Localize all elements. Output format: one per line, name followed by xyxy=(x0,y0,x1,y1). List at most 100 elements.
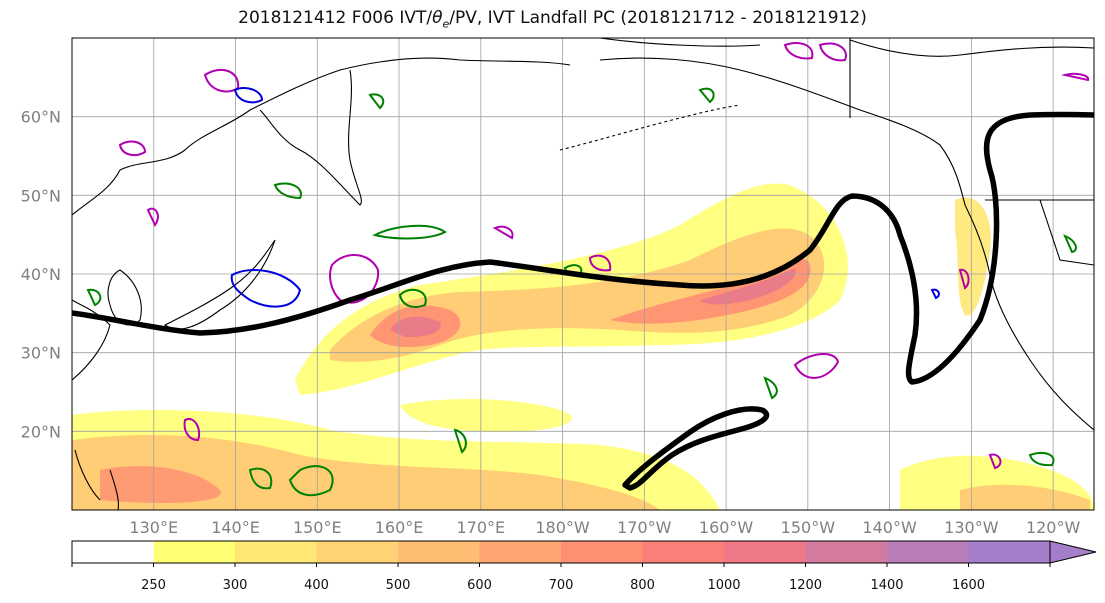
pc-contour-south xyxy=(622,406,770,491)
pv-contour-blue xyxy=(233,87,264,104)
pc-contour-main xyxy=(72,111,1094,385)
theta-e-contour xyxy=(1028,452,1055,467)
colorbar-swatch xyxy=(805,541,888,563)
colorbar-label: 300 xyxy=(223,578,248,593)
colorbar-label: 1600 xyxy=(952,578,985,593)
theta-e-contour xyxy=(763,376,778,400)
colorbar-label: 250 xyxy=(141,578,166,593)
coast-japan xyxy=(163,239,276,330)
lat-label: 40°N xyxy=(21,265,61,284)
lon-label: 130°W xyxy=(944,518,999,537)
theta-e-contour xyxy=(273,182,302,200)
border-canada xyxy=(849,38,1094,266)
theta-e-contour xyxy=(698,87,715,104)
ivt-shading xyxy=(72,183,1094,510)
theta-e-contour xyxy=(288,465,334,497)
lat-label: 50°N xyxy=(21,186,61,205)
colorbar-label: 400 xyxy=(304,578,329,593)
theta-e-contour xyxy=(1063,234,1077,254)
lon-label: 170°E xyxy=(456,518,505,537)
lat-label: 60°N xyxy=(21,108,61,127)
pv-contour-magenta xyxy=(146,207,159,227)
colorbar-swatch xyxy=(479,541,562,563)
ivt-plume-peak xyxy=(390,316,441,338)
pv-contour-magenta xyxy=(958,268,970,290)
pv-contour-magenta xyxy=(118,140,147,157)
map-frame xyxy=(71,37,1095,511)
colorbar: 250 300 400 500 600 700 800 1000 1200 1400 1600 xyxy=(71,540,1097,593)
colorbar-swatch xyxy=(153,541,236,563)
pv-contour-magenta xyxy=(183,418,201,442)
pv-contour-magenta xyxy=(1064,72,1090,82)
lon-label: 130°E xyxy=(129,518,178,537)
figure-title: 2018121412 F006 IVT/θe/PV, IVT Landfall … xyxy=(0,8,1105,30)
colorbar-label: 800 xyxy=(630,578,655,593)
coast-philippines xyxy=(74,449,119,510)
gridlines xyxy=(72,38,1094,510)
coast-north xyxy=(599,38,1094,57)
coast-aleutians xyxy=(559,104,741,151)
colorbar-swatch xyxy=(968,541,1051,563)
coast-alaska xyxy=(599,57,966,206)
colorbar-extend-arrow xyxy=(1049,540,1097,564)
pv-contours xyxy=(118,42,1090,470)
pv-contour-magenta xyxy=(988,453,1002,470)
theta-e-contour xyxy=(398,288,427,308)
ivt-southeast-mid xyxy=(960,484,1090,510)
colorbar-label: 600 xyxy=(467,578,492,593)
title-suffix: /PV, IVT Landfall PC (2018121712 - 20181… xyxy=(449,8,867,28)
colorbar-label: 700 xyxy=(549,578,574,593)
lon-label: 160°E xyxy=(375,518,424,537)
colorbar-swatch xyxy=(316,541,399,563)
lon-label: 150°E xyxy=(293,518,342,537)
coast-kamchatka xyxy=(259,69,362,206)
pv-contour-magenta xyxy=(588,254,612,272)
pv-contour-blue xyxy=(230,269,302,308)
theta-e-contour xyxy=(86,288,102,307)
colorbar-swatch xyxy=(724,541,806,563)
theta-e-contour xyxy=(453,428,467,454)
theta-e-contours xyxy=(86,87,1077,497)
theta-e-contour xyxy=(372,224,447,240)
pv-contour-magenta xyxy=(783,42,814,60)
title-prefix: 2018121412 F006 IVT/ xyxy=(238,8,433,28)
coast-china xyxy=(72,299,111,381)
ivt-south-upper xyxy=(400,398,572,432)
ivt-plume-high-2 xyxy=(610,258,811,324)
lat-label: 30°N xyxy=(21,344,61,363)
lon-label: 180°W xyxy=(535,518,590,537)
lon-label: 150°W xyxy=(781,518,836,537)
colorbar-swatch xyxy=(887,541,969,563)
lon-label: 120°W xyxy=(1026,518,1081,537)
lat-labels: 20°N 30°N 40°N 50°N 60°N xyxy=(21,108,61,442)
pv-contour-magenta xyxy=(818,42,847,62)
colorbar-swatch xyxy=(561,541,643,563)
coast-asia xyxy=(72,57,571,216)
lat-label: 20°N xyxy=(21,422,61,441)
theta-e-contour xyxy=(248,467,273,490)
ivt-south-high xyxy=(100,466,221,503)
colorbar-swatch xyxy=(72,541,154,563)
pv-contour-blue xyxy=(930,288,940,300)
colorbar-swatch xyxy=(235,541,317,563)
theta-e-contour xyxy=(368,93,385,110)
colorbar-label: 1200 xyxy=(789,578,822,593)
theta-subscript: e xyxy=(442,17,450,31)
lon-label: 140°E xyxy=(211,518,260,537)
ivt-plume-peak-2 xyxy=(700,268,796,305)
colorbar-label: 1000 xyxy=(707,578,740,593)
coast-north-america xyxy=(964,204,1094,431)
lon-labels: 130°E 140°E 150°E 160°E 170°E 180°W 170°W 160°W… xyxy=(129,518,1080,537)
colorbar-label: 1400 xyxy=(870,578,903,593)
lon-label: 160°W xyxy=(699,518,754,537)
lon-label: 140°W xyxy=(862,518,917,537)
pv-contour-magenta xyxy=(492,225,514,240)
theta-symbol: θ xyxy=(432,8,443,28)
lon-label: 170°W xyxy=(617,518,672,537)
colorbar-swatch xyxy=(642,541,725,563)
colorbar-swatch xyxy=(398,541,480,563)
ivt-landfall-pc xyxy=(72,111,1094,491)
map-contents xyxy=(72,38,1094,510)
colorbar-label: 500 xyxy=(386,578,411,593)
